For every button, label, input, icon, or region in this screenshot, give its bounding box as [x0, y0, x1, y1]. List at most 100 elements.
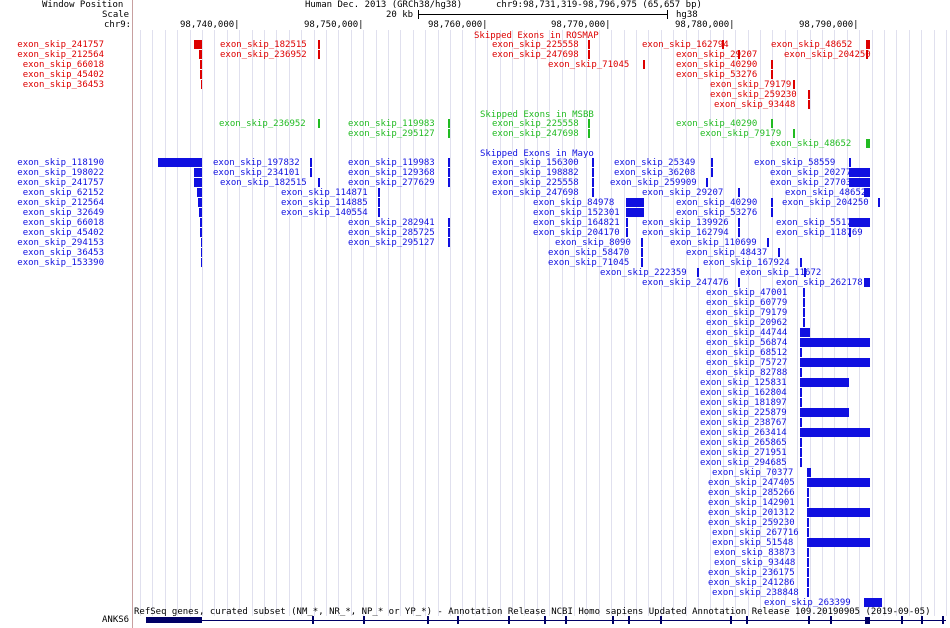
- feature-bar[interactable]: [800, 428, 870, 437]
- feature-label[interactable]: exon_skip_247698: [492, 50, 579, 60]
- mayo-track-title[interactable]: Skipped Exons in Mayo: [480, 149, 594, 159]
- feature-bar[interactable]: [849, 168, 870, 177]
- rosmap-left-label[interactable]: exon_skip_45402: [22, 70, 104, 80]
- feature-bar[interactable]: [588, 40, 590, 49]
- gene-exon[interactable]: [865, 617, 870, 624]
- feature-label[interactable]: exon_skip_40290: [676, 198, 758, 208]
- feature-label[interactable]: exon_skip_142901: [708, 498, 795, 508]
- feature-bar[interactable]: [803, 318, 805, 327]
- feature-bar[interactable]: [800, 448, 802, 457]
- feature-label[interactable]: exon_skip_201312: [708, 508, 795, 518]
- feature-bar[interactable]: [194, 178, 202, 187]
- feature-bar[interactable]: [803, 308, 805, 317]
- feature-bar[interactable]: [878, 198, 880, 207]
- feature-bar[interactable]: [771, 208, 773, 217]
- feature-label[interactable]: exon_skip_282941: [348, 218, 435, 228]
- mayo-left-label[interactable]: exon_skip_294153: [17, 238, 104, 248]
- feature-label[interactable]: exon_skip_225879: [700, 408, 787, 418]
- feature-label[interactable]: exon_skip_236175: [708, 568, 795, 578]
- feature-bar[interactable]: [448, 158, 450, 167]
- feature-label[interactable]: exon_skip_48652: [785, 188, 867, 198]
- feature-bar[interactable]: [199, 50, 202, 59]
- feature-label[interactable]: exon_skip_60779: [706, 298, 788, 308]
- feature-bar[interactable]: [588, 50, 590, 59]
- feature-bar[interactable]: [800, 338, 870, 347]
- feature-label[interactable]: exon_skip_51548: [712, 538, 794, 548]
- feature-label[interactable]: exon_skip_79179: [700, 129, 782, 139]
- feature-bar[interactable]: [807, 588, 809, 597]
- feature-label[interactable]: exon_skip_271951: [700, 448, 787, 458]
- feature-bar[interactable]: [808, 90, 810, 99]
- feature-label[interactable]: exon_skip_182515: [220, 40, 307, 50]
- feature-label[interactable]: exon_skip_197832: [213, 158, 300, 168]
- feature-label[interactable]: exon_skip_79179: [710, 80, 792, 90]
- rosmap-left-label[interactable]: exon_skip_36453: [22, 80, 104, 90]
- feature-bar[interactable]: [803, 298, 805, 307]
- feature-bar[interactable]: [738, 188, 740, 197]
- mayo-left-label[interactable]: exon_skip_66018: [22, 218, 104, 228]
- feature-label[interactable]: exon_skip_58470: [548, 248, 630, 258]
- feature-bar[interactable]: [592, 158, 594, 167]
- mayo-left-label[interactable]: exon_skip_212564: [17, 198, 104, 208]
- feature-bar[interactable]: [310, 168, 312, 177]
- feature-label[interactable]: exon_skip_247698: [492, 188, 579, 198]
- feature-bar[interactable]: [200, 228, 202, 237]
- feature-label[interactable]: exon_skip_71045: [548, 258, 630, 268]
- feature-bar[interactable]: [448, 168, 450, 177]
- gene-label[interactable]: ANKS6: [102, 615, 130, 625]
- feature-label[interactable]: exon_skip_53276: [676, 70, 758, 80]
- feature-label[interactable]: exon_skip_139926: [642, 218, 729, 228]
- feature-label[interactable]: exon_skip_40290: [676, 119, 758, 129]
- rosmap-left-label[interactable]: exon_skip_241757: [17, 40, 104, 50]
- feature-bar[interactable]: [849, 178, 870, 187]
- feature-bar[interactable]: [697, 268, 699, 277]
- feature-bar[interactable]: [318, 40, 320, 49]
- feature-label[interactable]: exon_skip_222359: [600, 268, 687, 278]
- feature-bar[interactable]: [198, 198, 202, 207]
- feature-bar[interactable]: [807, 558, 809, 567]
- mayo-left-label[interactable]: exon_skip_198022: [17, 168, 104, 178]
- feature-bar[interactable]: [626, 218, 628, 227]
- rosmap-track-title[interactable]: Skipped Exons in ROSMAP: [474, 31, 599, 41]
- feature-label[interactable]: exon_skip_48652: [770, 139, 852, 149]
- feature-label[interactable]: exon_skip_277036: [770, 178, 857, 188]
- rosmap-left-label[interactable]: exon_skip_66018: [22, 60, 104, 70]
- feature-bar[interactable]: [448, 238, 450, 247]
- feature-bar[interactable]: [318, 119, 320, 128]
- feature-label[interactable]: exon_skip_110699: [670, 238, 757, 248]
- feature-bar[interactable]: [793, 80, 795, 89]
- feature-bar[interactable]: [194, 168, 202, 177]
- feature-label[interactable]: exon_skip_247476: [642, 278, 729, 288]
- feature-bar[interactable]: [771, 198, 773, 207]
- feature-bar[interactable]: [706, 178, 708, 187]
- feature-bar[interactable]: [626, 228, 628, 237]
- feature-bar[interactable]: [448, 129, 450, 138]
- feature-label[interactable]: exon_skip_162804: [700, 388, 787, 398]
- gene-intron-line[interactable]: [146, 620, 946, 621]
- feature-label[interactable]: exon_skip_259230: [708, 518, 795, 528]
- feature-label[interactable]: exon_skip_40290: [676, 60, 758, 70]
- feature-label[interactable]: exon_skip_182515: [220, 178, 307, 188]
- feature-bar[interactable]: [641, 258, 643, 267]
- feature-label[interactable]: exon_skip_129368: [348, 168, 435, 178]
- feature-label[interactable]: exon_skip_285266: [708, 488, 795, 498]
- feature-bar[interactable]: [807, 548, 809, 557]
- feature-label[interactable]: exon_skip_119983: [348, 158, 435, 168]
- feature-bar[interactable]: [866, 139, 870, 148]
- feature-label[interactable]: exon_skip_53276: [676, 208, 758, 218]
- feature-bar[interactable]: [201, 80, 202, 89]
- feature-label[interactable]: exon_skip_262178: [776, 278, 863, 288]
- feature-bar[interactable]: [200, 218, 202, 227]
- feature-bar[interactable]: [738, 50, 740, 59]
- feature-bar[interactable]: [448, 218, 450, 227]
- feature-label[interactable]: exon_skip_114885: [281, 198, 368, 208]
- feature-label[interactable]: exon_skip_267716: [712, 528, 799, 538]
- feature-bar[interactable]: [793, 129, 795, 138]
- feature-label[interactable]: exon_skip_263414: [700, 428, 787, 438]
- feature-label[interactable]: exon_skip_204170: [533, 228, 620, 238]
- feature-bar[interactable]: [771, 70, 773, 79]
- feature-label[interactable]: exon_skip_29207: [642, 188, 724, 198]
- feature-bar[interactable]: [807, 478, 870, 487]
- feature-label[interactable]: exon_skip_225558: [492, 119, 579, 129]
- gene-exon[interactable]: [146, 617, 202, 623]
